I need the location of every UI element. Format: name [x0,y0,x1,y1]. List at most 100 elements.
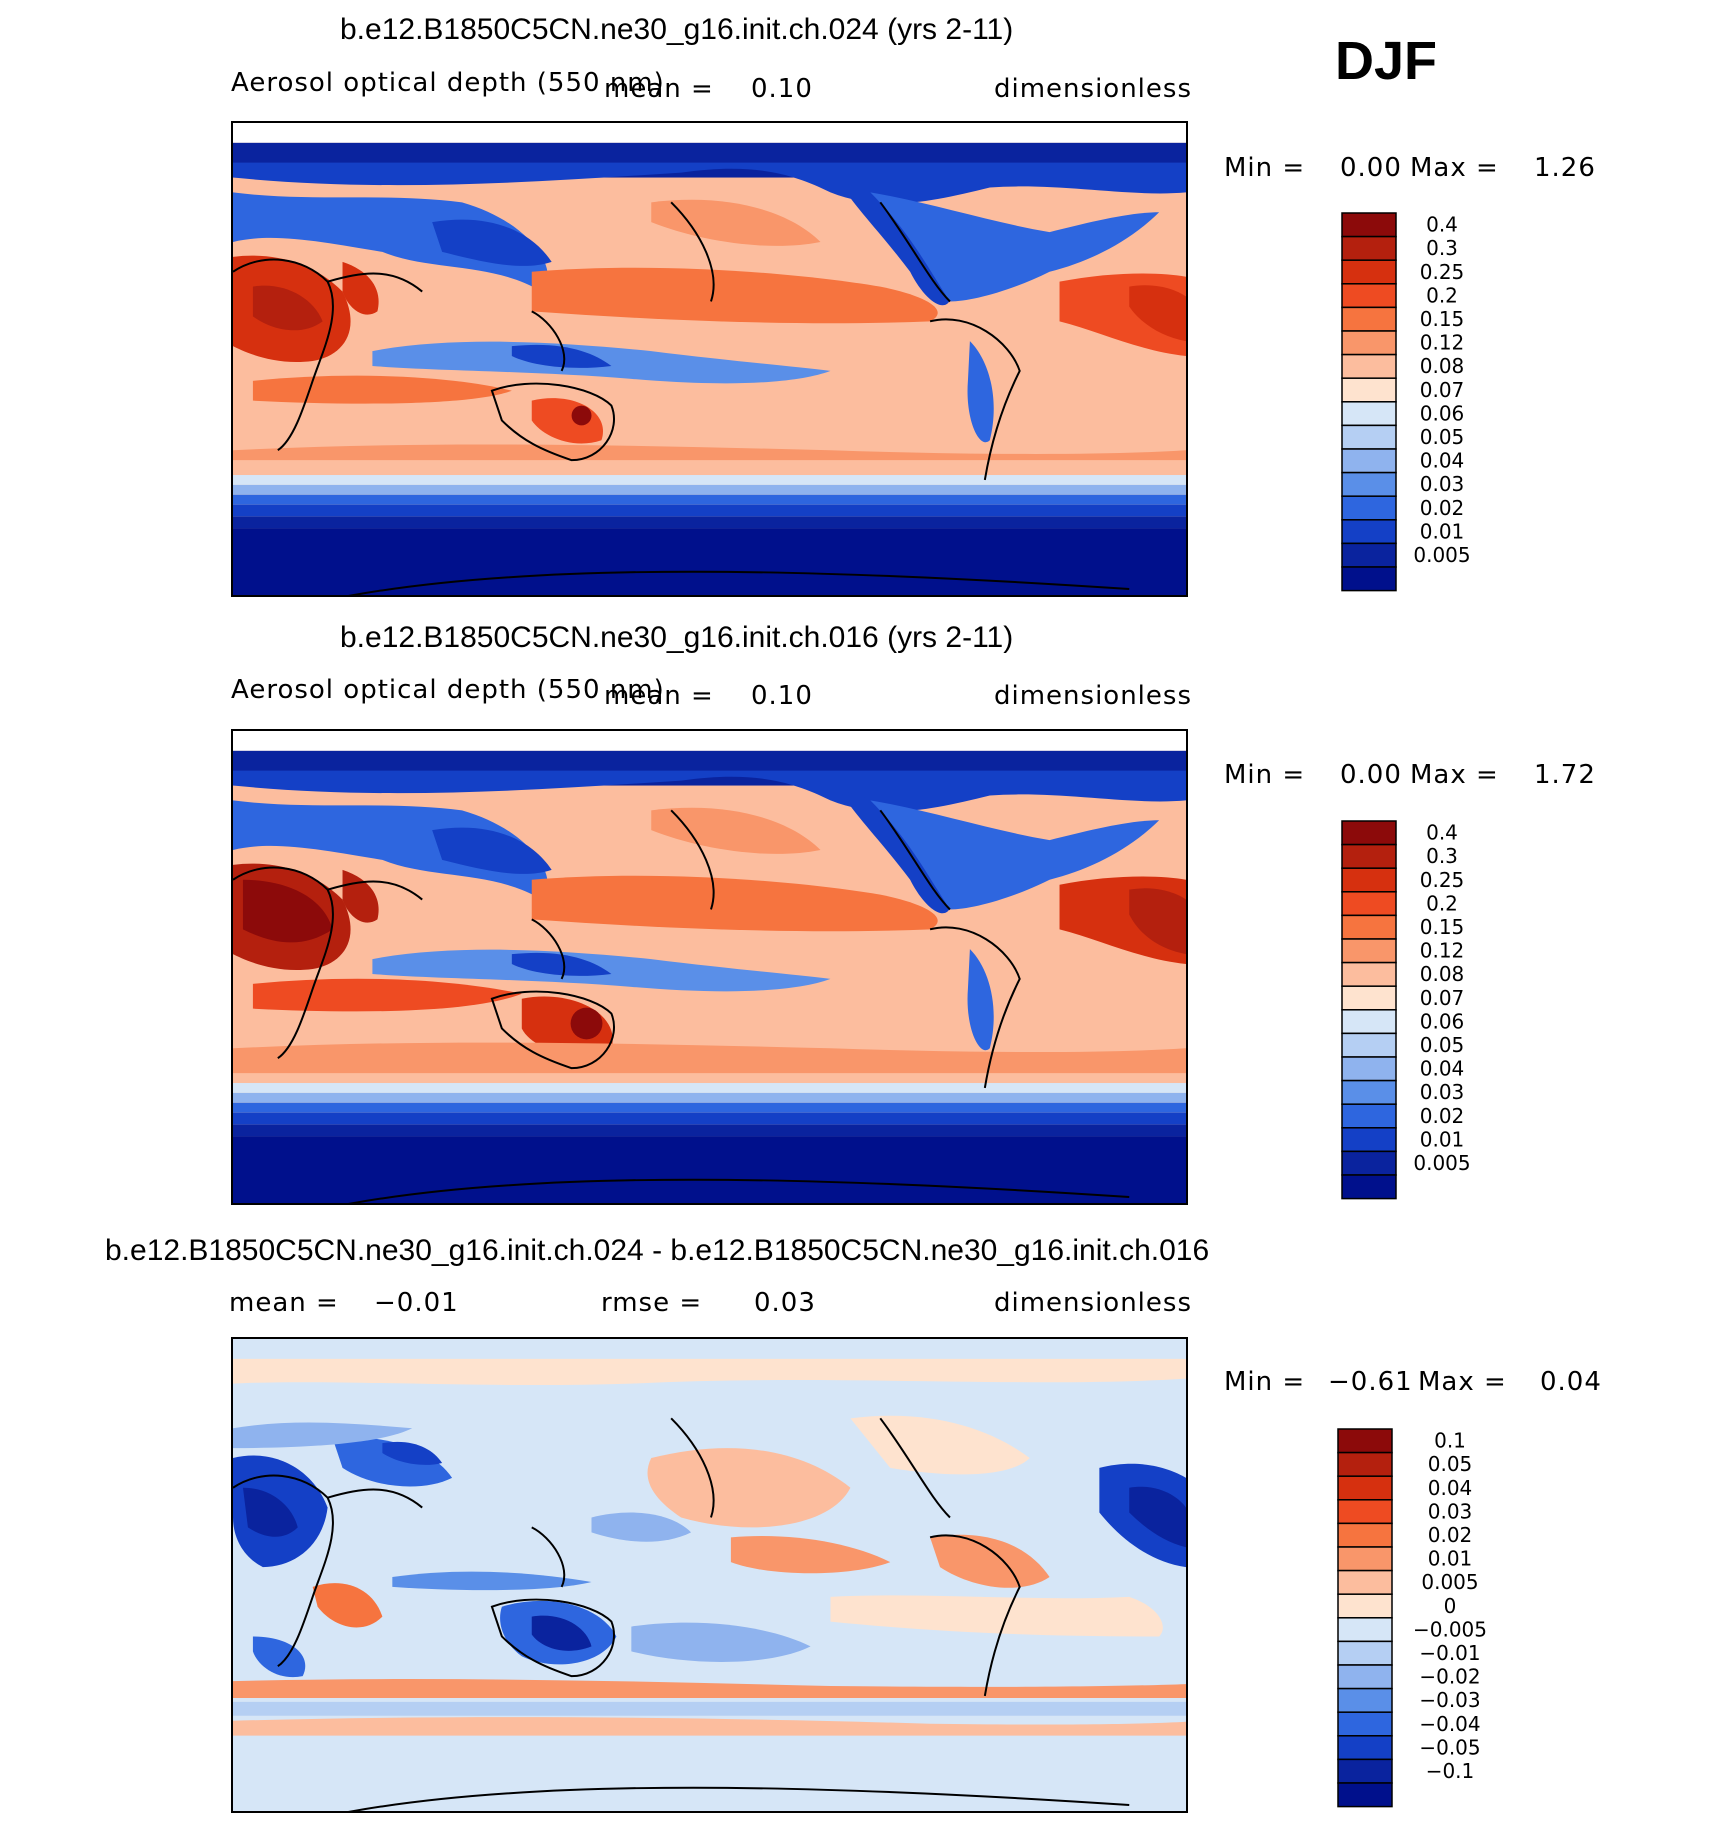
colorbar-1-swatch-15 [1341,566,1397,592]
panel-1-max-value: 1.26 [1534,153,1596,183]
colorbar-1-label-8: 0.06 [1420,401,1465,425]
colorbar-2-swatch-0 [1341,820,1397,846]
colorbar-2-swatch-9 [1341,1032,1397,1058]
panel-1-title: b.e12.B1850C5CN.ne30_g16.init.ch.024 (yr… [340,13,1014,46]
panel-1-max-label: Max = [1410,153,1499,183]
panel-3-min-label: Min = [1224,1367,1306,1397]
panel-2-mean-value: 0.10 [751,681,813,711]
colorbar-2-label-14: 0.005 [1413,1151,1470,1175]
panel-3-map [231,1337,1188,1813]
colorbar-2-label-11: 0.03 [1420,1080,1465,1104]
colorbar-3-label-14: −0.1 [1426,1759,1475,1783]
colorbar-3-swatch-1 [1337,1451,1393,1477]
colorbar-3-label-10: −0.02 [1419,1665,1480,1689]
colorbar-3-swatch-9 [1337,1640,1393,1666]
colorbar-1-label-12: 0.02 [1420,496,1465,520]
colorbar-2-label-5: 0.12 [1420,939,1465,963]
colorbar-1-swatch-10 [1341,448,1397,474]
panel-2-max-value: 1.72 [1534,760,1596,790]
colorbar-3-label-1: 0.05 [1428,1452,1473,1476]
colorbar-2-swatch-1 [1341,843,1397,869]
colorbar-1-label-2: 0.25 [1420,260,1465,284]
colorbar-3-swatch-7 [1337,1593,1393,1619]
colorbar-1-label-0: 0.4 [1426,213,1458,237]
colorbar-1-label-3: 0.2 [1426,283,1458,307]
panel-3-mean-value: −0.01 [374,1288,459,1318]
panel-2-colorbar: 0.4 0.3 0.25 0.2 0.15 0.12 0.08 0.07 0.06 0.05 0.0… [1341,820,1512,1206]
colorbar-3-label-12: −0.04 [1419,1712,1480,1736]
colorbar-2-swatch-10 [1341,1056,1397,1082]
panel-3-max-value: 0.04 [1540,1367,1602,1397]
colorbar-1-label-5: 0.12 [1420,331,1465,355]
panel-1-units: dimensionless [994,74,1192,104]
colorbar-2-label-9: 0.05 [1420,1033,1465,1057]
colorbar-1-label-4: 0.15 [1420,307,1465,331]
panel-1-map [231,121,1188,597]
panel-1-min-value: 0.00 [1340,153,1402,183]
panel-1-mean-value: 0.10 [751,74,813,104]
colorbar-1-label-1: 0.3 [1426,236,1458,260]
colorbar-3-label-0: 0.1 [1434,1429,1466,1453]
colorbar-3-swatch-2 [1337,1475,1393,1501]
panel-2-map [231,729,1188,1205]
panel-2-variable: Aerosol optical depth (550 nm) [231,675,665,705]
colorbar-2-label-8: 0.06 [1420,1009,1465,1033]
colorbar-3-swatch-5 [1337,1546,1393,1572]
colorbar-2-swatch-5 [1341,938,1397,964]
colorbar-2-label-4: 0.15 [1420,915,1465,939]
colorbar-3-label-3: 0.03 [1428,1499,1473,1523]
panel-2-title: b.e12.B1850C5CN.ne30_g16.init.ch.016 (yr… [340,621,1014,654]
colorbar-3-label-9: −0.01 [1419,1641,1480,1665]
colorbar-1-swatch-12 [1341,495,1397,521]
colorbar-3-label-8: −0.005 [1413,1617,1487,1641]
colorbar-2-label-3: 0.2 [1426,891,1458,915]
colorbar-2-swatch-6 [1341,961,1397,987]
colorbar-3-label-7: 0 [1444,1594,1457,1618]
colorbar-1-swatch-11 [1341,471,1397,497]
colorbar-3-swatch-0 [1337,1428,1393,1454]
colorbar-3-label-5: 0.01 [1428,1547,1473,1571]
colorbar-2-label-7: 0.07 [1420,986,1465,1010]
colorbar-3-label-6: 0.005 [1421,1570,1478,1594]
colorbar-1-swatch-4 [1341,306,1397,332]
colorbar-3-swatch-14 [1337,1758,1393,1784]
colorbar-1-swatch-6 [1341,353,1397,379]
colorbar-2-swatch-8 [1341,1009,1397,1035]
colorbar-2-swatch-11 [1341,1079,1397,1105]
panel-2-mean-label: mean = [604,681,714,711]
panel-2-max-label: Max = [1410,760,1499,790]
colorbar-1-label-14: 0.005 [1413,543,1470,567]
colorbar-2-swatch-13 [1341,1127,1397,1153]
panel-3-max-label: Max = [1418,1367,1507,1397]
colorbar-1-swatch-14 [1341,542,1397,568]
colorbar-3-swatch-10 [1337,1664,1393,1690]
colorbar-2-swatch-12 [1341,1103,1397,1129]
colorbar-1-label-11: 0.03 [1420,472,1465,496]
colorbar-2-label-13: 0.01 [1420,1127,1465,1151]
panel-3-min-value: −0.61 [1328,1367,1413,1397]
colorbar-1-swatch-3 [1341,283,1397,309]
colorbar-1-label-9: 0.05 [1420,425,1465,449]
colorbar-2-label-2: 0.25 [1420,868,1465,892]
panel-2-min-label: Min = [1224,760,1306,790]
panel-1-colorbar: 0.4 0.3 0.25 0.2 0.15 0.12 0.08 0.07 0.06 0.05 0.0… [1341,212,1512,598]
panel-1-variable: Aerosol optical depth (550 nm) [231,68,665,98]
colorbar-2-swatch-15 [1341,1174,1397,1200]
colorbar-3-swatch-11 [1337,1687,1393,1713]
colorbar-1-swatch-0 [1341,212,1397,238]
panel-3-units: dimensionless [994,1288,1192,1318]
colorbar-2-label-6: 0.08 [1420,962,1465,986]
colorbar-3-label-13: −0.05 [1419,1735,1480,1759]
panel-2-units: dimensionless [994,681,1192,711]
colorbar-2-label-12: 0.02 [1420,1104,1465,1128]
colorbar-1-label-6: 0.08 [1420,354,1465,378]
colorbar-3-label-4: 0.02 [1428,1523,1473,1547]
colorbar-3-swatch-12 [1337,1711,1393,1737]
colorbar-1-swatch-5 [1341,330,1397,356]
panel-3-title: b.e12.B1850C5CN.ne30_g16.init.ch.024 - b… [105,1234,1210,1267]
colorbar-2-swatch-14 [1341,1150,1397,1176]
colorbar-1-swatch-1 [1341,235,1397,261]
panel-1-mean-label: mean = [604,74,714,104]
colorbar-3-swatch-4 [1337,1522,1393,1548]
colorbar-1-label-7: 0.07 [1420,378,1465,402]
